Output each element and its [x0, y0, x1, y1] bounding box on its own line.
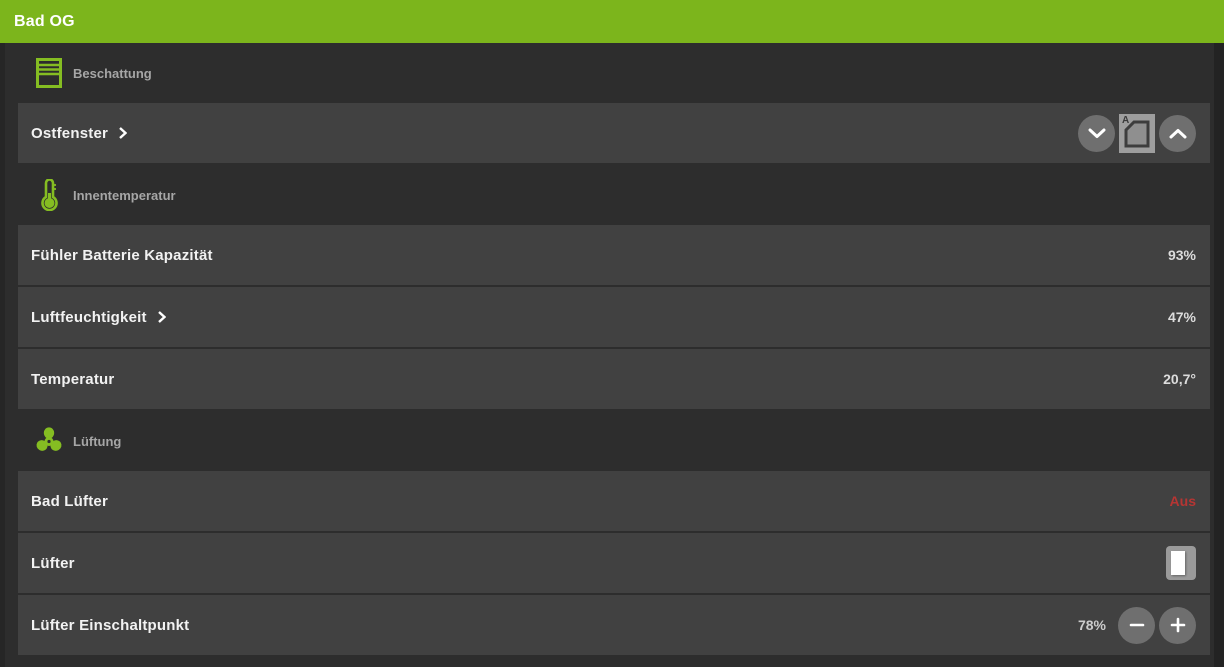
row-label: Lüfter: [31, 554, 75, 572]
content: Beschattung Ostfenster A: [18, 43, 1210, 657]
switch-knob: [1171, 551, 1185, 575]
scrollbar-track[interactable]: [1214, 43, 1224, 667]
row-label: Ostfenster: [31, 124, 109, 142]
section-innentemperatur: Innentemperatur: [18, 165, 1210, 225]
fan-switch-button[interactable]: [1166, 546, 1196, 580]
increase-button[interactable]: [1159, 606, 1196, 644]
titlebar: Bad OG: [0, 0, 1224, 43]
battery-capacity-value: 93%: [1167, 247, 1196, 263]
row-luefter-einschaltpunkt[interactable]: Lüfter Einschaltpunkt 78%: [18, 595, 1210, 655]
fan-status-value: Aus: [1169, 493, 1196, 509]
fan-icon: [34, 426, 64, 456]
chevron-right-icon: [118, 126, 128, 140]
section-lueftung: Lüftung: [18, 411, 1210, 471]
section-label: Lüftung: [73, 433, 122, 449]
row-label: Lüfter Einschaltpunkt: [31, 616, 190, 634]
temperature-value: 20,7°: [1163, 371, 1196, 387]
humidity-value: 47%: [1167, 309, 1196, 325]
row-label: Bad Lüfter: [31, 492, 108, 510]
row-luefter[interactable]: Lüfter: [18, 533, 1210, 593]
row-label: Luftfeuchtigkeit: [31, 308, 147, 326]
left-gutter: [0, 43, 5, 667]
row-temperatur[interactable]: Temperatur 20,7°: [18, 349, 1210, 409]
row-luftfeuchtigkeit[interactable]: Luftfeuchtigkeit 47%: [18, 287, 1210, 347]
row-label: Temperatur: [31, 370, 115, 388]
section-label: Beschattung: [73, 65, 152, 81]
move-down-button[interactable]: [1078, 114, 1115, 152]
page-title: Bad OG: [14, 12, 75, 30]
row-label: Fühler Batterie Kapazität: [31, 246, 213, 264]
move-up-button[interactable]: [1159, 114, 1196, 152]
row-ostfenster[interactable]: Ostfenster A: [18, 103, 1210, 163]
blinds-icon: [34, 58, 64, 88]
shade-position-button[interactable]: A: [1119, 113, 1155, 153]
chevron-right-icon: [157, 310, 166, 324]
decrease-button[interactable]: [1118, 606, 1155, 644]
shade-auto-label: A: [1122, 114, 1130, 126]
threshold-value: 78%: [1077, 617, 1106, 633]
row-bad-luefter[interactable]: Bad Lüfter Aus: [18, 471, 1210, 531]
row-fuehler-batterie-kapazitaet[interactable]: Fühler Batterie Kapazität 93%: [18, 225, 1210, 285]
section-label: Innentemperatur: [73, 187, 176, 203]
section-beschattung: Beschattung: [18, 43, 1210, 103]
thermometer-icon: [34, 179, 64, 211]
